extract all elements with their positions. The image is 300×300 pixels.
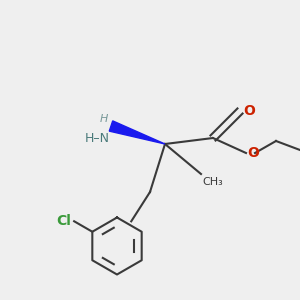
Text: O: O — [248, 146, 260, 160]
Text: H–N: H–N — [85, 131, 110, 145]
Text: O: O — [243, 104, 255, 118]
Polygon shape — [109, 121, 165, 144]
Text: CH₃: CH₃ — [202, 177, 223, 187]
Text: H: H — [100, 115, 108, 124]
Text: Cl: Cl — [56, 214, 71, 228]
